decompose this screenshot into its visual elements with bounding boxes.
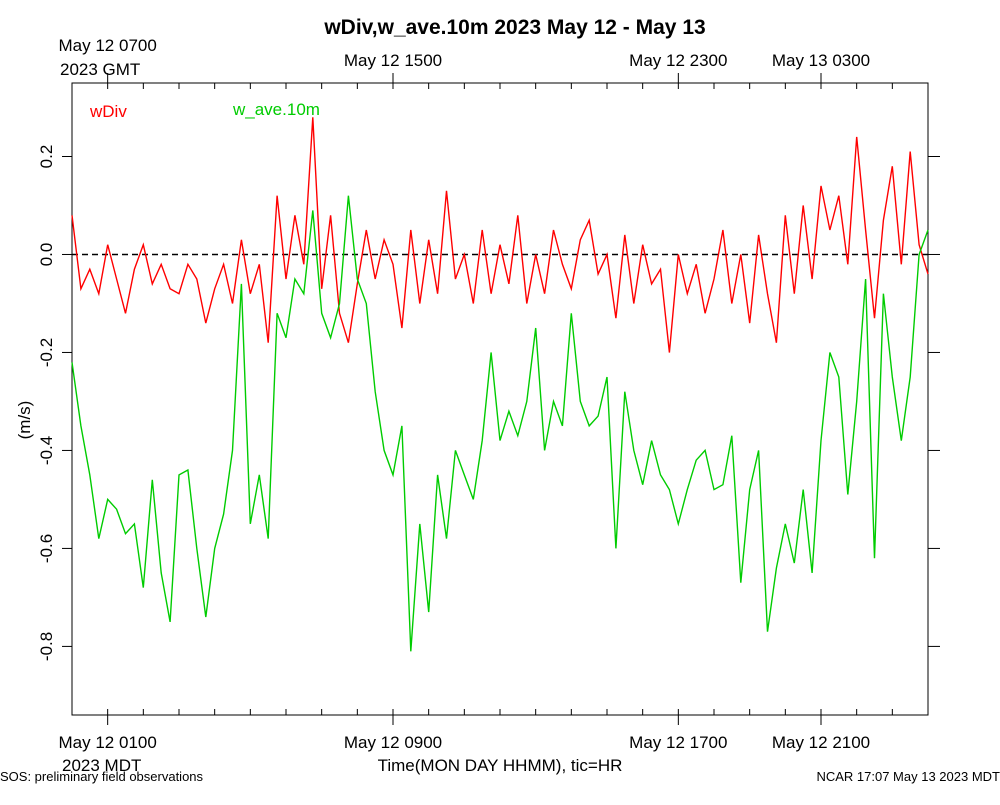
y-tick-label: -0.2 [37,338,56,367]
x-tick-label: May 12 2100 [772,733,870,752]
y-tick-label: -0.4 [37,436,56,465]
legend-label: w_ave.10m [232,100,320,119]
y-axis-label: (m/s) [15,401,34,440]
y-tick-label: -0.6 [37,534,56,563]
x2-tick-label: May 12 1500 [344,51,442,70]
plot-frame [71,82,929,716]
series-line [71,195,929,652]
x2-tick-label: May 12 2300 [629,51,727,70]
y-tick-label: 0.2 [37,145,56,169]
x2-sublabel: 2023 GMT [60,60,140,79]
y-tick-label: -0.8 [37,632,56,661]
chart-title: wDiv,w_ave.10m 2023 May 12 - May 13 [323,16,705,39]
y-tick-label: 0.0 [37,243,56,267]
x2-tick-label: May 12 0700 [59,36,157,55]
footer-right: NCAR 17:07 May 13 2023 MDT [816,769,1000,784]
footer-left: SOS: preliminary field observations [0,769,204,784]
legend-label: wDiv [89,102,127,121]
series-line [71,117,929,353]
x-tick-label: May 12 0100 [59,733,157,752]
x-tick-label: May 12 0900 [344,733,442,752]
x2-tick-label: May 13 0300 [772,51,870,70]
x-tick-label: May 12 1700 [629,733,727,752]
x-axis-label: Time(MON DAY HHMM), tic=HR [378,756,623,775]
x-sublabel: 2023 MDT [62,756,141,775]
